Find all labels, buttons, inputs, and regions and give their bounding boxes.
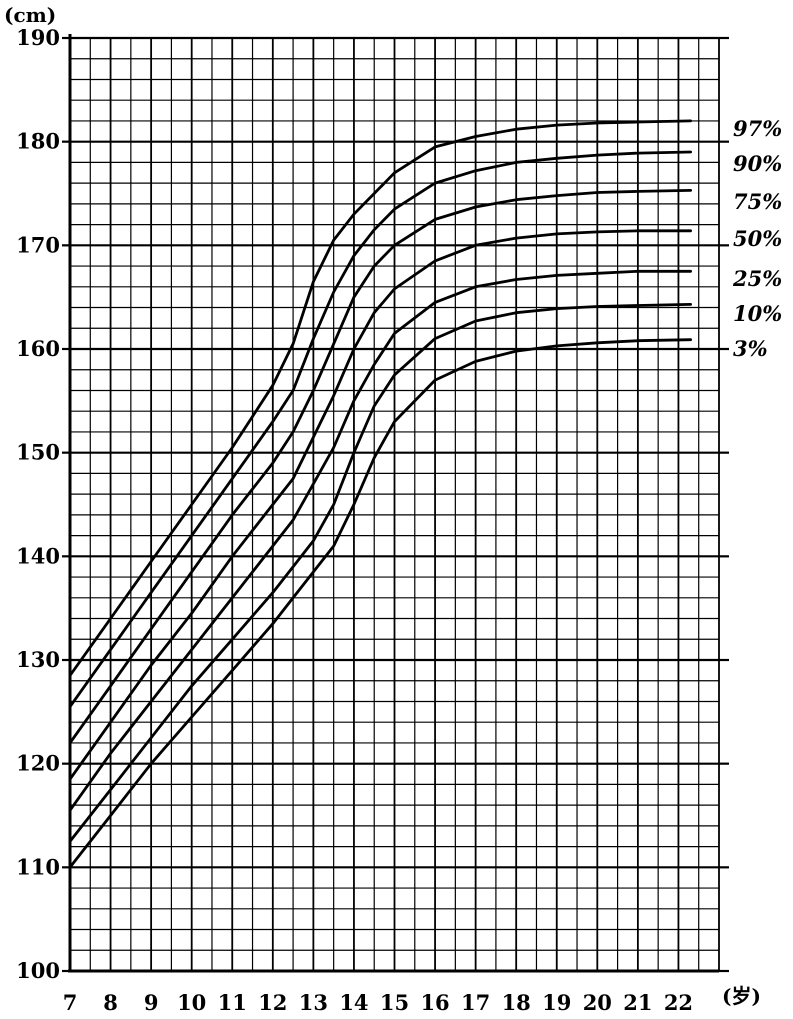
percentile-label: 50%	[733, 226, 782, 251]
x-tick-label: 15	[380, 990, 409, 1015]
percentile-label: 90%	[733, 151, 782, 176]
series-line-10pct	[68, 303, 692, 843]
x-tick-label: 21	[623, 990, 652, 1015]
chart-grid	[69, 36, 720, 973]
y-tick-label: 160	[16, 336, 60, 361]
series-line-25pct	[68, 269, 692, 812]
x-tick-label: 18	[502, 990, 531, 1015]
x-tick-label: 14	[339, 990, 368, 1015]
chart-axes	[62, 34, 729, 973]
x-axis-unit-label: (岁)	[722, 984, 761, 1008]
percentile-label: 75%	[733, 189, 782, 214]
series-line-75pct	[68, 189, 692, 745]
percentile-label: 3%	[733, 336, 768, 361]
x-tick-label: 11	[218, 990, 247, 1015]
x-tick-label: 19	[542, 990, 571, 1015]
y-tick-label: 180	[16, 129, 60, 154]
tick-labels: 100 110 120 130 140 150 160 170 180 190 7 8 9 10 11 12 1…	[16, 25, 693, 1015]
series-line-50pct	[68, 229, 692, 781]
x-tick-label: 7	[63, 990, 78, 1015]
x-tick-label: 22	[664, 990, 693, 1015]
x-tick-label: 8	[103, 990, 118, 1015]
x-tick-label: 16	[420, 990, 449, 1015]
percentile-label: 10%	[733, 301, 782, 326]
percentile-label: 97%	[733, 116, 782, 141]
x-tick-label: 10	[177, 990, 206, 1015]
x-tick-label: 9	[144, 990, 159, 1015]
y-tick-label: 120	[16, 751, 60, 776]
x-tick-label: 20	[583, 990, 612, 1015]
series-line-3pct	[68, 338, 692, 869]
y-tick-label: 170	[16, 232, 60, 257]
y-tick-label: 100	[16, 958, 60, 983]
y-tick-label: 130	[16, 647, 60, 672]
y-axis-unit-label: (cm)	[4, 3, 56, 27]
series-line-90pct	[68, 150, 692, 709]
x-tick-label: 12	[258, 990, 287, 1015]
series-line-97pct	[68, 119, 692, 677]
x-tick-label: 17	[461, 990, 490, 1015]
y-tick-label: 140	[16, 543, 60, 568]
series-lines	[68, 119, 692, 869]
y-tick-label: 110	[16, 854, 60, 879]
percentile-label: 25%	[732, 266, 782, 291]
y-tick-label: 190	[16, 25, 60, 50]
x-tick-label: 13	[299, 990, 328, 1015]
y-tick-label: 150	[16, 440, 60, 465]
percentile-labels: 97% 90% 75% 50% 25% 10% 3%	[732, 116, 782, 361]
